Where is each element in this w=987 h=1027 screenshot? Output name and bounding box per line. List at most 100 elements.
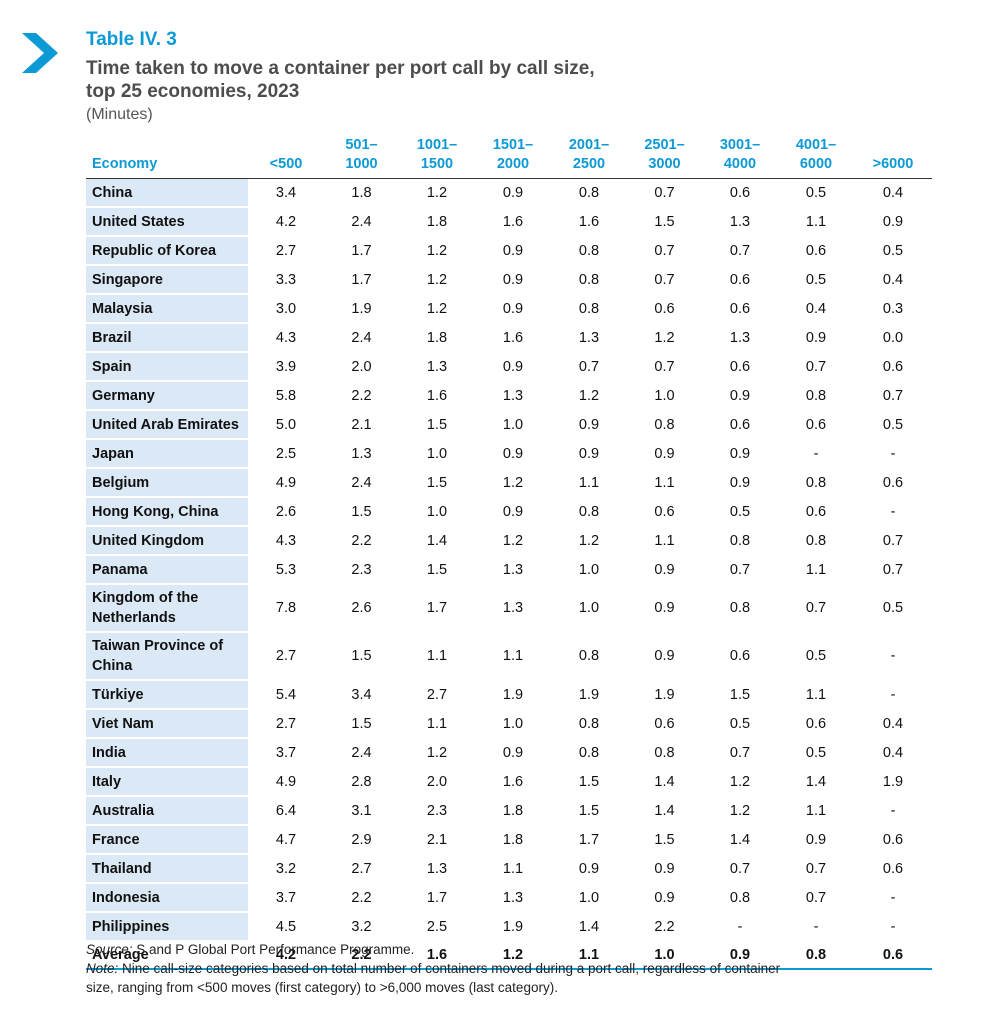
table-row: Germany 5.8 2.2 1.6 1.3 1.2 1.0 0.9 0.8 0.7 bbox=[86, 381, 932, 411]
value-cell: 4.3 bbox=[248, 526, 324, 556]
value-cell: 1.7 bbox=[399, 584, 475, 633]
table-unit: (Minutes) bbox=[86, 106, 153, 123]
value-cell: 0.3 bbox=[854, 294, 932, 324]
value-cell: 0.6 bbox=[854, 468, 932, 498]
economy-cell: Kingdom of the Netherlands bbox=[86, 584, 248, 633]
value-cell: 1.4 bbox=[627, 796, 702, 826]
value-cell: 5.3 bbox=[248, 555, 324, 585]
value-cell: 1.8 bbox=[475, 825, 551, 855]
economy-cell: United Kingdom bbox=[86, 526, 248, 556]
value-cell: 2.6 bbox=[324, 584, 399, 633]
value-cell: 2.4 bbox=[324, 468, 399, 498]
value-cell: 4.7 bbox=[248, 825, 324, 855]
value-cell: 1.6 bbox=[551, 207, 627, 237]
value-cell: 0.9 bbox=[475, 294, 551, 324]
value-cell: - bbox=[854, 497, 932, 527]
value-cell: 4.2 bbox=[248, 207, 324, 237]
value-cell: 1.0 bbox=[551, 584, 627, 633]
column-header-line: 1501– bbox=[492, 137, 534, 153]
value-cell: 0.7 bbox=[702, 555, 778, 585]
value-cell: 0.4 bbox=[854, 709, 932, 739]
column-header-line bbox=[854, 136, 932, 155]
value-cell: - bbox=[778, 439, 854, 469]
value-cell: 2.2 bbox=[324, 940, 399, 970]
value-cell: 1.2 bbox=[399, 265, 475, 295]
value-cell: 1.6 bbox=[399, 940, 475, 970]
value-cell: 1.5 bbox=[324, 497, 399, 527]
average-row: Average 4.2 2.2 1.6 1.2 1.1 1.0 0.9 0.8 0.6 bbox=[86, 940, 932, 970]
value-cell: 7.8 bbox=[248, 584, 324, 633]
column-header: 1501– 2000 bbox=[475, 136, 551, 179]
economy-cell: Malaysia bbox=[86, 294, 248, 324]
value-cell: 0.8 bbox=[551, 265, 627, 295]
value-cell: 0.8 bbox=[778, 940, 854, 970]
value-cell: 1.2 bbox=[702, 796, 778, 826]
value-cell: 1.3 bbox=[475, 584, 551, 633]
value-cell: - bbox=[854, 632, 932, 681]
value-cell: 2.2 bbox=[324, 381, 399, 411]
table-row: Panama 5.3 2.3 1.5 1.3 1.0 0.9 0.7 1.1 0.7 bbox=[86, 555, 932, 585]
value-cell: 1.2 bbox=[551, 526, 627, 556]
value-cell: - bbox=[702, 912, 778, 942]
value-cell: 0.7 bbox=[702, 738, 778, 768]
value-cell: 4.9 bbox=[248, 468, 324, 498]
value-cell: 0.8 bbox=[778, 526, 854, 556]
source-note: Source: S and P Global Port Performance … bbox=[86, 940, 806, 959]
value-cell: 0.6 bbox=[702, 352, 778, 382]
economy-cell: United States bbox=[86, 207, 248, 237]
column-header-line: 3000 bbox=[648, 156, 681, 172]
value-cell: 1.3 bbox=[551, 323, 627, 353]
value-cell: 0.7 bbox=[627, 265, 702, 295]
value-cell: 1.5 bbox=[324, 632, 399, 681]
value-cell: 2.4 bbox=[324, 738, 399, 768]
value-cell: 1.2 bbox=[399, 294, 475, 324]
economy-cell: Türkiye bbox=[86, 680, 248, 710]
column-header: 2501– 3000 bbox=[627, 136, 702, 179]
table-row: Australia 6.4 3.1 2.3 1.8 1.5 1.4 1.2 1.1- bbox=[86, 796, 932, 826]
value-cell: 6.4 bbox=[248, 796, 324, 826]
column-header-line bbox=[92, 136, 248, 155]
value-cell: 1.0 bbox=[475, 709, 551, 739]
value-cell: 0.9 bbox=[627, 555, 702, 585]
value-cell: 3.2 bbox=[248, 854, 324, 884]
value-cell: 0.7 bbox=[702, 236, 778, 266]
value-cell: 3.3 bbox=[248, 265, 324, 295]
column-header-economy: Economy bbox=[86, 136, 248, 179]
economy-cell: Australia bbox=[86, 796, 248, 826]
value-cell: 0.9 bbox=[475, 497, 551, 527]
value-cell: 1.1 bbox=[399, 709, 475, 739]
column-header-line: Economy bbox=[92, 156, 158, 172]
column-header-line: 4001– bbox=[795, 137, 837, 153]
economy-cell: United Arab Emirates bbox=[86, 410, 248, 440]
economy-cell: India bbox=[86, 738, 248, 768]
value-cell: 0.6 bbox=[627, 709, 702, 739]
economy-cell: Brazil bbox=[86, 323, 248, 353]
value-cell: 0.9 bbox=[475, 738, 551, 768]
value-cell: 1.0 bbox=[627, 940, 702, 970]
value-cell: 1.3 bbox=[702, 323, 778, 353]
value-cell: 1.7 bbox=[324, 236, 399, 266]
value-cell: 0.8 bbox=[551, 709, 627, 739]
value-cell: 0.5 bbox=[702, 497, 778, 527]
value-cell: 1.3 bbox=[475, 381, 551, 411]
value-cell: 1.0 bbox=[627, 381, 702, 411]
column-header-line: 1001– bbox=[416, 137, 458, 153]
value-cell: 0.9 bbox=[551, 854, 627, 884]
value-cell: 0.8 bbox=[778, 468, 854, 498]
economy-cell: Japan bbox=[86, 439, 248, 469]
table-row: Belgium 4.9 2.4 1.5 1.2 1.1 1.1 0.9 0.8 0.6 bbox=[86, 468, 932, 498]
value-cell: 0.6 bbox=[778, 236, 854, 266]
table-row: Singapore 3.3 1.7 1.2 0.9 0.8 0.7 0.6 0.5 0.4 bbox=[86, 265, 932, 295]
value-cell: 0.6 bbox=[778, 709, 854, 739]
economy-cell: Panama bbox=[86, 555, 248, 585]
table-title-line2: top 25 economies, 2023 bbox=[86, 81, 300, 102]
value-cell: 1.2 bbox=[399, 738, 475, 768]
table-row: India 3.7 2.4 1.2 0.9 0.8 0.8 0.7 0.5 0.4 bbox=[86, 738, 932, 768]
column-header-line: 2000 bbox=[496, 156, 530, 172]
economy-cell: Indonesia bbox=[86, 883, 248, 913]
value-cell: 0.7 bbox=[702, 854, 778, 884]
value-cell: 1.2 bbox=[627, 323, 702, 353]
value-cell: 0.7 bbox=[778, 854, 854, 884]
value-cell: 0.8 bbox=[627, 410, 702, 440]
value-cell: 1.0 bbox=[551, 555, 627, 585]
